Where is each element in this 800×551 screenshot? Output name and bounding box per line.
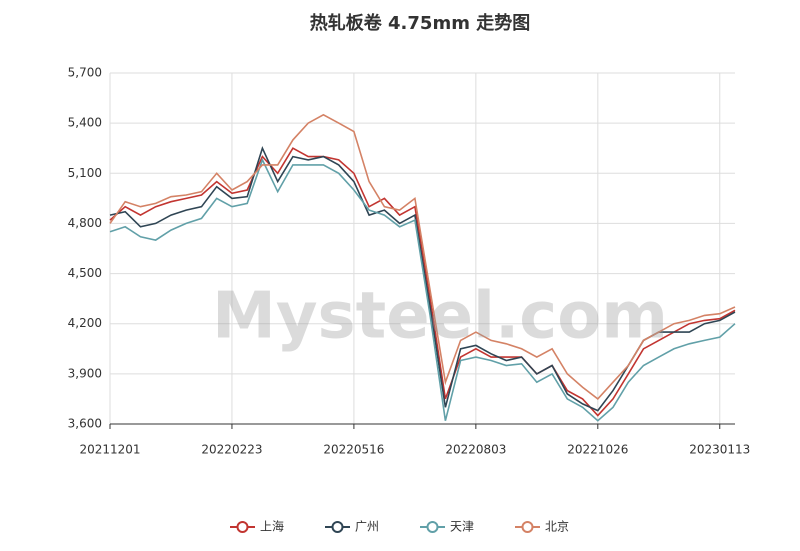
legend-icon	[521, 521, 534, 533]
legend-icon	[426, 521, 439, 533]
y-tick-label: 3,900	[68, 366, 102, 380]
legend: 上海 广州 天津 北京	[230, 519, 569, 534]
y-tick-label: 4,500	[68, 266, 102, 280]
legend-icon	[236, 521, 249, 533]
x-tick-label: 20220803	[445, 443, 506, 457]
y-tick-label: 5,400	[68, 116, 102, 130]
x-tick-label: 20220516	[323, 443, 384, 457]
y-tick-label: 4,800	[68, 216, 102, 230]
chart-title: 热轧板卷 4.75mm 走势图	[310, 12, 530, 34]
watermark: Mysteel.com	[212, 280, 668, 354]
y-tick-label: 5,100	[68, 166, 102, 180]
x-tick-label: 20211201	[79, 443, 140, 457]
y-tick-label: 5,700	[68, 66, 102, 80]
line-series	[109, 113, 736, 400]
legend-label: 上海	[260, 519, 284, 534]
legend-label: 广州	[355, 520, 379, 534]
x-tick-label: 20221026	[567, 443, 628, 457]
y-tick-label: 3,600	[68, 417, 102, 431]
x-tick-label: 20230113	[689, 443, 750, 457]
line-series	[109, 157, 736, 422]
legend-label: 北京	[545, 520, 569, 534]
legend-icon	[331, 521, 344, 533]
legend-label: 天津	[450, 520, 474, 534]
x-tick-label: 20220223	[201, 443, 262, 457]
y-tick-label: 4,200	[68, 316, 102, 330]
line-series	[109, 147, 736, 417]
